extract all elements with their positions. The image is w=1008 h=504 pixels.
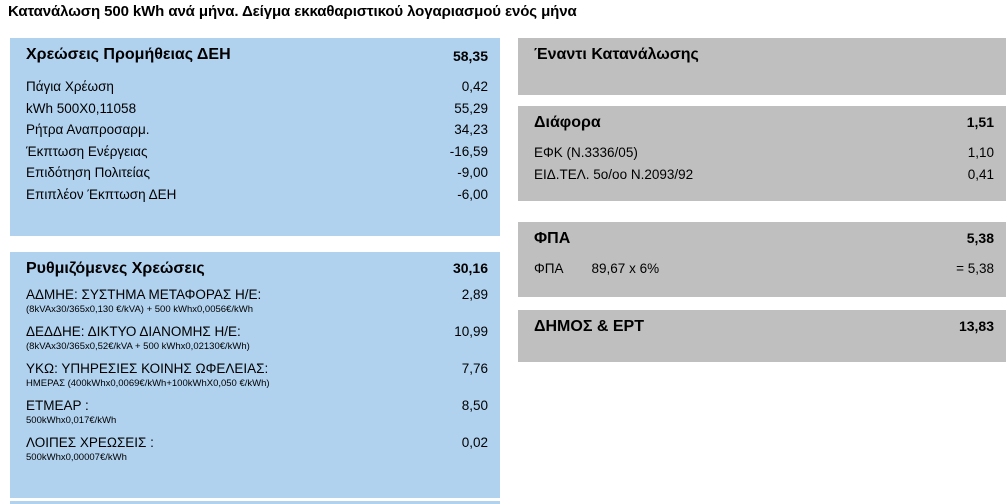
charge-row: Ρήτρα Αναπροσαρμ. 34,23	[26, 119, 488, 141]
regulated-charges-rows: ΑΔΜΗΕ: ΣΥΣΤΗΜΑ ΜΕΤΑΦΟΡΑΣ Η/Ε: (8kVAx30/3…	[26, 286, 488, 464]
row-label: ΑΔΜΗΕ: ΣΥΣΤΗΜΑ ΜΕΤΑΦΟΡΑΣ Η/Ε:	[26, 287, 262, 302]
charge-row: ΥΚΩ: ΥΠΗΡΕΣΙΕΣ ΚΟΙΝΗΣ ΩΦΕΛΕΙΑΣ: ΗΜΕΡΑΣ (…	[26, 360, 488, 390]
row-label: ΕΙΔ.ΤΕΛ. 5ο/οο Ν.2093/92	[534, 166, 694, 182]
panel-misc: Διάφορα 1,51 ΕΦΚ (Ν.3336/05) 1,10 ΕΙΔ.ΤΕ…	[518, 106, 1006, 201]
regulated-charges-title: Ρυθμιζόμενες Χρεώσεις	[26, 260, 205, 277]
municipality-total: 13,83	[958, 318, 994, 334]
vat-detail-calc: 89,67 x 6%	[591, 261, 660, 276]
charge-row: Πάγια Χρέωση 0,42	[26, 76, 488, 98]
panel-municipality-ert: ΔΗΜΟΣ & ΕΡΤ 13,83	[518, 310, 1006, 362]
vat-detail-label: ΦΠΑ	[534, 261, 564, 276]
vat-title: ΦΠΑ	[534, 230, 571, 247]
panel-header: ΔΗΜΟΣ & ΕΡΤ 13,83	[534, 318, 994, 336]
vat-detail-row: ΦΠΑ 89,67 x 6% = 5,38	[534, 258, 994, 279]
row-label-group: ΥΚΩ: ΥΠΗΡΕΣΙΕΣ ΚΟΙΝΗΣ ΩΦΕΛΕΙΑΣ: ΗΜΕΡΑΣ (…	[26, 360, 270, 390]
charge-row: Επιπλέον Έκπτωση ΔΕΗ -6,00	[26, 184, 488, 206]
row-formula: 500kWhx0,017€/kWh	[26, 415, 117, 426]
row-value: 0,42	[461, 79, 488, 94]
panel-supply-charges: Χρεώσεις Προμήθειας ΔΕΗ 58,35 Πάγια Χρέω…	[10, 38, 500, 236]
vat-total: 5,38	[966, 230, 994, 246]
panel-advance-consumption: Έναντι Κατανάλωσης	[518, 38, 1006, 95]
municipality-title: ΔΗΜΟΣ & ΕΡΤ	[534, 318, 644, 335]
row-label-group: ΔΕΔΔΗΕ: ΔΙΚΤΥΟ ΔΙΑΝΟΜΗΣ Η/Ε: (8kVAx30/36…	[26, 323, 250, 353]
row-value: 2,89	[461, 287, 488, 302]
row-label-group: ΛΟΙΠΕΣ ΧΡΕΩΣΕΙΣ : 500kWhx0,00007€/kWh	[26, 434, 154, 464]
row-value: 10,99	[454, 324, 488, 339]
row-label: kWh 500X0,11058	[26, 100, 137, 116]
vat-detail-value: = 5,38	[956, 261, 994, 276]
row-value: -16,59	[449, 143, 488, 159]
charge-row: ΛΟΙΠΕΣ ΧΡΕΩΣΕΙΣ : 500kWhx0,00007€/kWh 0,…	[26, 434, 488, 464]
row-label: Επιπλέον Έκπτωση ΔΕΗ	[26, 186, 177, 202]
row-value: 55,29	[454, 100, 488, 116]
row-value: 7,76	[461, 361, 488, 376]
charge-row: ΕΦΚ (Ν.3336/05) 1,10	[534, 142, 994, 164]
row-formula: (8kVAx30/365x0,130 €/kVA) + 500 kWhx0,00…	[26, 304, 253, 315]
row-value: -6,00	[457, 186, 488, 202]
charge-row: ΕΤΜΕΑΡ : 500kWhx0,017€/kWh 8,50	[26, 397, 488, 427]
row-label: Πάγια Χρέωση	[26, 79, 114, 94]
supply-charges-total: 58,35	[452, 48, 488, 64]
panel-cutoff-edge	[10, 501, 500, 504]
row-value: 8,50	[461, 398, 488, 413]
row-label: Έκπτωση Ενέργειας	[26, 143, 148, 159]
misc-title: Διάφορα	[534, 114, 601, 131]
panel-header: Ρυθμιζόμενες Χρεώσεις 30,16	[26, 260, 488, 278]
charge-row: ΔΕΔΔΗΕ: ΔΙΚΤΥΟ ΔΙΑΝΟΜΗΣ Η/Ε: (8kVAx30/36…	[26, 323, 488, 353]
row-formula: ΗΜΕΡΑΣ (400kWhx0,0069€/kWh+100kWhX0,050 …	[26, 378, 270, 389]
row-label: ΛΟΙΠΕΣ ΧΡΕΩΣΕΙΣ :	[26, 435, 154, 450]
charge-row: ΑΔΜΗΕ: ΣΥΣΤΗΜΑ ΜΕΤΑΦΟΡΑΣ Η/Ε: (8kVAx30/3…	[26, 286, 488, 316]
panel-header: Διάφορα 1,51	[534, 114, 994, 132]
misc-rows: ΕΦΚ (Ν.3336/05) 1,10 ΕΙΔ.ΤΕΛ. 5ο/οο Ν.20…	[534, 142, 994, 185]
charge-row: Έκπτωση Ενέργειας -16,59	[26, 141, 488, 163]
row-value: 34,23	[454, 122, 488, 137]
row-label: ΕΦΚ (Ν.3336/05)	[534, 145, 638, 160]
row-label: Επιδότηση Πολιτείας	[26, 165, 150, 180]
row-label-group: ΑΔΜΗΕ: ΣΥΣΤΗΜΑ ΜΕΤΑΦΟΡΑΣ Η/Ε: (8kVAx30/3…	[26, 286, 261, 316]
charge-row: ΕΙΔ.ΤΕΛ. 5ο/οο Ν.2093/92 0,41	[534, 164, 994, 186]
panel-header: Έναντι Κατανάλωσης	[534, 46, 994, 64]
panel-header: ΦΠΑ 5,38	[534, 230, 994, 248]
row-label: ΥΚΩ: ΥΠΗΡΕΣΙΕΣ ΚΟΙΝΗΣ ΩΦΕΛΕΙΑΣ:	[26, 361, 269, 376]
row-label-group: ΕΤΜΕΑΡ : 500kWhx0,017€/kWh	[26, 397, 116, 427]
panel-header: Χρεώσεις Προμήθειας ΔΕΗ 58,35	[26, 46, 488, 64]
regulated-charges-total: 30,16	[452, 260, 488, 276]
row-value: 0,41	[967, 166, 994, 182]
advance-consumption-title: Έναντι Κατανάλωσης	[534, 46, 699, 63]
page-title: Κατανάλωση 500 kWh ανά μήνα. Δείγμα εκκα…	[8, 3, 577, 20]
charge-row: Επιδότηση Πολιτείας -9,00	[26, 162, 488, 184]
panel-regulated-charges: Ρυθμιζόμενες Χρεώσεις 30,16 ΑΔΜΗΕ: ΣΥΣΤΗ…	[10, 252, 500, 498]
panel-vat: ΦΠΑ 5,38 ΦΠΑ 89,67 x 6% = 5,38	[518, 222, 1006, 297]
row-value: 0,02	[461, 435, 488, 450]
misc-total: 1,51	[966, 114, 994, 130]
row-value: -9,00	[457, 165, 488, 180]
row-formula: (8kVAx30/365x0,52€/kVA + 500 kWhx0,02130…	[26, 341, 250, 352]
row-formula: 500kWhx0,00007€/kWh	[26, 452, 127, 463]
row-label: Ρήτρα Αναπροσαρμ.	[26, 122, 150, 137]
row-value: 1,10	[967, 145, 994, 160]
supply-charges-rows: Πάγια Χρέωση 0,42 kWh 500X0,11058 55,29 …	[26, 76, 488, 205]
supply-charges-title: Χρεώσεις Προμήθειας ΔΕΗ	[26, 46, 231, 63]
row-label: ΔΕΔΔΗΕ: ΔΙΚΤΥΟ ΔΙΑΝΟΜΗΣ Η/Ε:	[26, 324, 241, 339]
charge-row: kWh 500X0,11058 55,29	[26, 98, 488, 120]
row-label: ΕΤΜΕΑΡ :	[26, 398, 89, 413]
